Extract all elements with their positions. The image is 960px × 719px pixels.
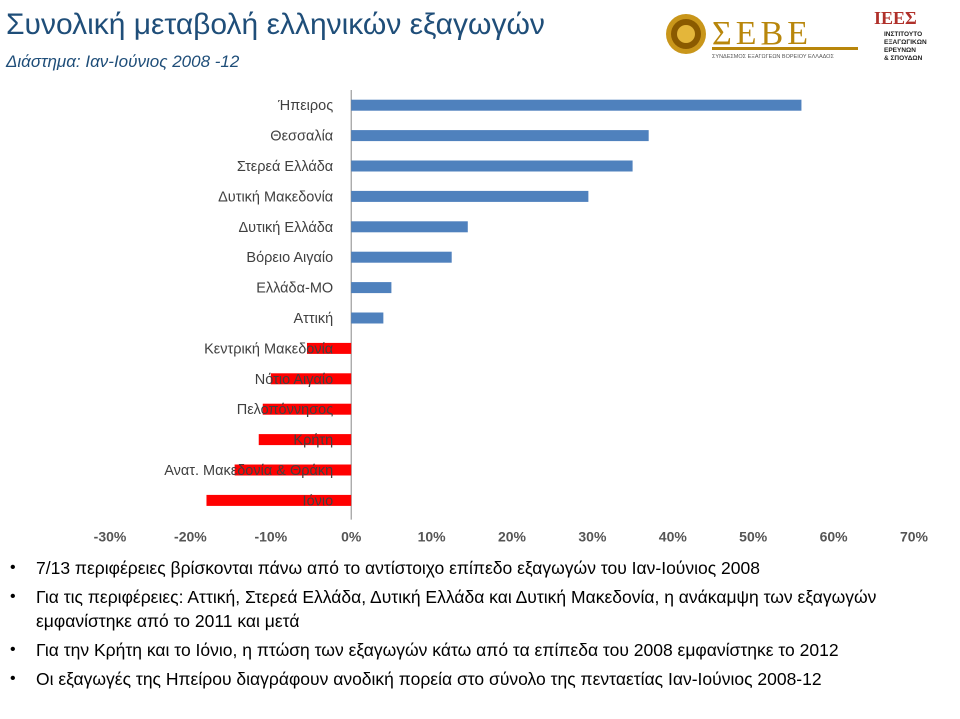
bar xyxy=(262,403,352,415)
category-label: Ελλάδα-ΜΟ xyxy=(256,281,333,297)
category-label: Δυτική Μακεδονία xyxy=(218,189,333,205)
seve-logo-tagline: ΣΥΝΔΕΣΜΟΣ ΕΞΑΓΩΓΕΩΝ ΒΟΡΕΙΟΥ ΕΛΛΑΔΟΣ xyxy=(712,54,834,60)
category-label: Κρήτη xyxy=(293,433,333,449)
x-tick-label: -20% xyxy=(174,529,207,545)
bar xyxy=(351,282,392,294)
category-label: Πελοπόννησος xyxy=(237,402,333,418)
category-label: Ιόνιο xyxy=(303,493,334,509)
iee-logo-line: ΙΝΣΤΙΤΟΥΤΟ xyxy=(884,31,922,38)
iee-logo-line: ΕΞΑΓΩΓΙΚΩΝ xyxy=(884,39,927,46)
category-label: Αττική xyxy=(294,311,334,327)
category-label: Δυτική Ελλάδα xyxy=(238,220,333,236)
bar xyxy=(351,312,384,324)
category-label: Ανατ. Μακεδονία & Θράκη xyxy=(164,463,333,479)
bar xyxy=(258,434,352,446)
bullet-item: 7/13 περιφέρειες βρίσκονται πάνω από το … xyxy=(0,556,960,580)
bar xyxy=(351,99,802,111)
bar xyxy=(306,342,352,354)
bar xyxy=(351,160,633,172)
x-tick-label: 10% xyxy=(418,529,447,545)
category-label: Ήπειρος xyxy=(277,98,333,114)
bar xyxy=(351,190,589,202)
bar xyxy=(351,251,452,263)
category-label: Βόρειο Αιγαίο xyxy=(246,250,333,266)
category-label: Στερεά Ελλάδα xyxy=(237,159,333,175)
iee-logo-line: & ΣΠΟΥΔΩΝ xyxy=(884,55,923,62)
x-tick-label: -30% xyxy=(94,529,127,545)
bullet-item: Οι εξαγωγές της Ηπείρου διαγράφουν ανοδι… xyxy=(0,667,960,691)
bullet-item: Για τις περιφέρειες: Αττική, Στερεά Ελλά… xyxy=(0,585,960,633)
page-subtitle: Διάστημα: Ιαν-Ιούνιος 2008 -12 xyxy=(6,52,240,71)
seve-logo: ΣΕΒΕ ΣΥΝΔΕΣΜΟΣ ΕΞΑΓΩΓΕΩΝ ΒΟΡΕΙΟΥ ΕΛΛΑΔΟΣ xyxy=(666,14,858,60)
bar xyxy=(234,464,352,476)
x-tick-label: 30% xyxy=(578,529,607,545)
iee-logo: ΙΕΕΣ ΙΝΣΤΙΤΟΥΤΟ ΕΞΑΓΩΓΙΚΩΝ ΕΡΕΥΝΩΝ & ΣΠΟ… xyxy=(874,8,927,62)
summary-bullets: 7/13 περιφέρειες βρίσκονται πάνω από το … xyxy=(0,556,960,696)
x-tick-label: 20% xyxy=(498,529,527,545)
x-tick-label: 50% xyxy=(739,529,768,545)
seve-logo-name: ΣΕΒΕ xyxy=(712,15,812,52)
x-tick-label: 40% xyxy=(659,529,688,545)
category-label: Νότιο Αιγαίο xyxy=(255,372,333,388)
bullet-item: Για την Κρήτη και το Ιόνιο, η πτώση των … xyxy=(0,638,960,662)
x-tick-label: 0% xyxy=(341,529,362,545)
bar xyxy=(270,373,352,385)
bar xyxy=(206,494,352,506)
x-tick-label: -10% xyxy=(254,529,287,545)
regional-exports-bar-chart: Ήπειρος Θεσσαλία Στερεά Ελλάδα Δυτική Μακεδ… xyxy=(94,90,929,545)
bar xyxy=(351,221,468,233)
page-title: Συνολική μεταβολή ελληνικών εξαγωγών xyxy=(6,8,545,41)
coin-emblem-icon xyxy=(666,14,706,54)
x-tick-label: 60% xyxy=(820,529,849,545)
iee-logo-mark: ΙΕΕΣ xyxy=(874,8,917,28)
x-tick-label: 70% xyxy=(900,529,929,545)
category-label: Θεσσαλία xyxy=(270,129,333,145)
iee-logo-line: ΕΡΕΥΝΩΝ xyxy=(884,47,916,54)
category-label: Κεντρική Μακεδονία xyxy=(204,341,333,357)
bar xyxy=(351,130,649,142)
